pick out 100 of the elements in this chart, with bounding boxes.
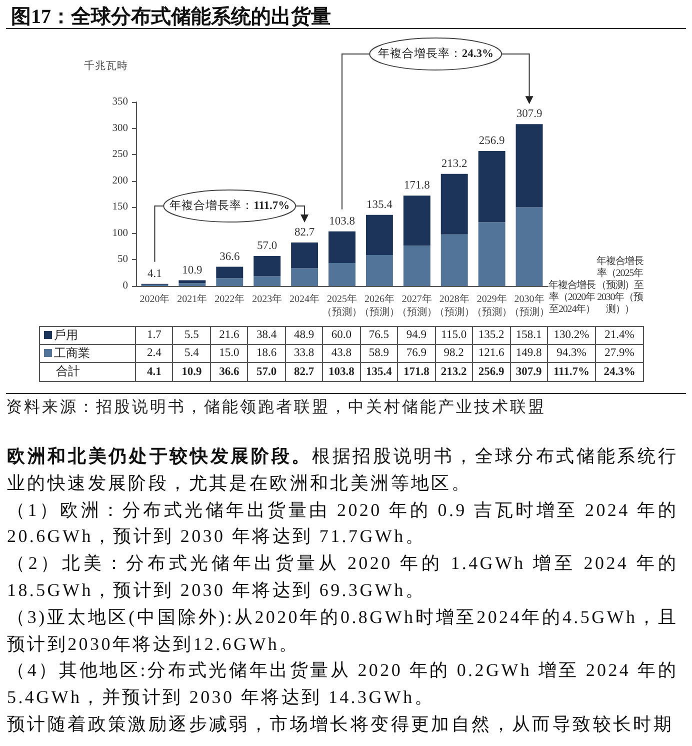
- legend-label: 工商業: [54, 344, 90, 362]
- text: 欧洲和北美仍处于较快发展阶段。: [7, 446, 312, 466]
- total-label: 256.9: [478, 134, 506, 147]
- data-label: 135.2: [478, 329, 504, 342]
- text: 21.4%: [604, 329, 634, 342]
- data-label: 60.0: [331, 329, 352, 342]
- data-label: 15.0: [219, 347, 240, 360]
- text: 130.2%: [554, 329, 590, 342]
- bar: [328, 231, 356, 263]
- chart-title: 图17：全球分布式储能系统的出货量: [11, 5, 331, 28]
- bar: [291, 242, 318, 268]
- x-tick-label: 2024年: [290, 293, 320, 305]
- text: （3)亚太地区(中国除外):从2020年的0.8GWh时增至2024年的4.5GWh，且预计到2030年将达到12.6GWh。: [7, 606, 678, 656]
- text: 10.9: [182, 366, 202, 378]
- bar: [403, 196, 430, 246]
- text: （4）其他地区:分布式光储年出货量从 2020 年的 0.2GWh 增至 2024 年的 5.4GWh，并预计到 2030 年将达到 14.3GWh。: [7, 659, 678, 710]
- data-label: 1.7: [147, 329, 162, 342]
- x-tick-label: 2025年（預測）: [322, 293, 362, 318]
- text: 24.3%: [604, 366, 636, 378]
- text: 103.8: [328, 366, 354, 378]
- bar: [366, 255, 393, 286]
- text: 预计随着政策激励逐步减弱，市场增长将变得更加自然，从而导致较长时期: [7, 712, 675, 736]
- data-label: 94.9: [406, 329, 426, 342]
- text: 213.2: [440, 366, 467, 378]
- bar: [328, 262, 356, 286]
- text: 资料来源：招股说明书，储能领跑者联盟，中关村储能产业技术联盟: [6, 398, 546, 418]
- x-tick-label: 年複合增長率（2025年（预测）至2030年（预测））: [596, 256, 644, 316]
- bar: [516, 207, 543, 286]
- data-label: 43.8: [331, 347, 352, 360]
- data-label: 5.5: [184, 329, 199, 342]
- text: 171.8: [403, 366, 430, 378]
- total-label: 57.0: [257, 240, 278, 252]
- y-tick-label: 50: [118, 254, 128, 266]
- data-label: 21.6: [219, 329, 240, 342]
- total-label: 307.9: [516, 108, 542, 120]
- bar: [366, 214, 393, 256]
- total-label: 82.7: [294, 226, 315, 239]
- text: 135.4: [366, 366, 392, 378]
- data-label: 115.0: [441, 329, 467, 342]
- data-label: 18.6: [256, 347, 277, 360]
- y-tick-label: 300: [112, 122, 128, 134]
- total-label: 103.8: [329, 215, 356, 228]
- y-axis-title: 千兆瓦時: [84, 59, 128, 72]
- data-label: 38.4: [256, 329, 277, 342]
- text: 合計: [56, 363, 80, 380]
- data-label: 5.4: [184, 347, 199, 360]
- total-label: 4.1: [148, 268, 162, 280]
- total-label: 213.2: [441, 158, 468, 170]
- data-label: 149.8: [516, 347, 542, 360]
- x-tick-label: 2029年（預測）: [472, 293, 512, 318]
- data-label: 2.4: [147, 347, 162, 360]
- bar: [516, 124, 543, 208]
- text: （1）欧洲：分布式光储年出货量由 2020 年的 0.9 吉瓦时增至 2024 年的 20.6GWh，预计到 2030 年将达到 71.7GWh。: [7, 498, 678, 548]
- annotation: 年複合增長率：111.7%: [170, 198, 290, 212]
- text: 年複合增長率：24.3%: [378, 46, 494, 60]
- x-tick-label: 2021年: [177, 293, 208, 305]
- legend-label: 戶用: [54, 326, 78, 344]
- text: 4.1: [147, 366, 162, 378]
- x-tick-label: 年複合增長率（2020年至2024年）: [548, 280, 596, 316]
- bar: [478, 150, 506, 222]
- text: 27.9%: [604, 347, 634, 360]
- data-label: 121.6: [478, 347, 504, 360]
- bar: [216, 278, 244, 286]
- bar: [291, 268, 318, 286]
- bar: [440, 234, 468, 286]
- bar: [178, 283, 206, 286]
- y-tick-label: 0: [122, 280, 128, 292]
- data-label: 76.9: [406, 347, 426, 360]
- y-tick-label: 100: [112, 228, 128, 239]
- text: 256.9: [478, 366, 504, 378]
- bar: [216, 266, 244, 278]
- x-tick-label: 2027年（預測）: [396, 293, 437, 318]
- bar: [254, 276, 281, 286]
- y-tick-label: 250: [112, 149, 128, 160]
- text: 94.3%: [556, 347, 586, 360]
- total-label: 10.9: [182, 264, 202, 276]
- text: 82.7: [294, 366, 314, 378]
- data-label: 33.8: [294, 347, 314, 360]
- total-label: 135.4: [366, 198, 393, 211]
- x-tick-label: 2020年: [140, 293, 170, 305]
- text: 57.0: [256, 366, 277, 378]
- y-tick-label: 350: [112, 96, 128, 108]
- text: 36.6: [219, 366, 240, 378]
- x-tick-label: 2030年（預測）: [509, 293, 550, 318]
- bar: [440, 174, 468, 234]
- bar: [403, 246, 430, 286]
- x-tick-label: 2023年: [252, 293, 282, 305]
- data-label: 98.2: [444, 347, 464, 360]
- text: 111.7%: [553, 366, 590, 378]
- y-tick-label: 200: [112, 175, 128, 186]
- bar: [478, 222, 506, 286]
- data-label: 58.9: [368, 347, 389, 360]
- x-tick-label: 2026年（預測）: [359, 293, 400, 318]
- total-label: 36.6: [220, 250, 240, 263]
- bar: [254, 256, 281, 276]
- data-label: 76.5: [368, 329, 389, 342]
- x-tick-label: 2028年（預測）: [434, 293, 474, 318]
- text: 307.9: [516, 366, 542, 378]
- y-tick-label: 150: [112, 202, 128, 213]
- text: （2）北美：分布式光储年出货量从 2020 年的 1.4GWh 增至 2024 年的 18.5GWh，预计到 2030 年将达到 69.3GWh。: [7, 552, 678, 602]
